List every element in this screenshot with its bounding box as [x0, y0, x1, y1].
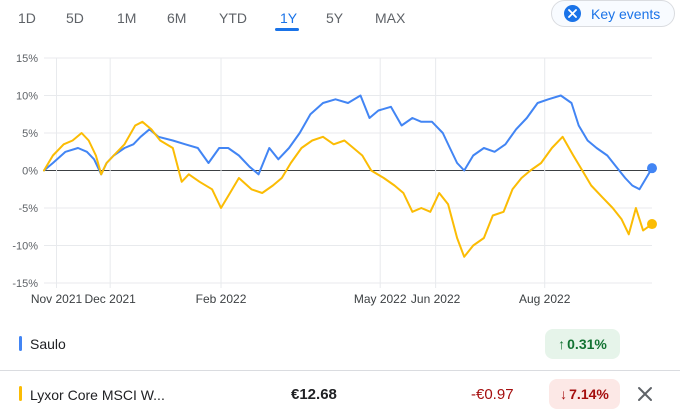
x-tick-label: Jun 2022 — [411, 292, 461, 306]
key-events-button[interactable]: Key events — [551, 0, 675, 27]
range-tab-6m[interactable]: 6M — [167, 10, 187, 26]
x-tick-label: Feb 2022 — [196, 292, 247, 306]
series-endpoint-saulo — [647, 163, 657, 174]
y-tick-label: -5% — [18, 203, 38, 215]
current-price: €12.68 — [291, 386, 337, 403]
y-tick-label: 10% — [16, 91, 38, 103]
y-tick-label: 5% — [22, 128, 38, 140]
y-tick-label: 0% — [22, 166, 38, 178]
comparison-line-chart[interactable]: 15% 10% 5% 0% -5% -10% -15% Nov 2021 Dec 2021 Fe… — [0, 45, 680, 315]
legend-row-lyxor[interactable]: Lyxor Core MSCI W... €12.68 -€0.97 ↓ 7.1… — [0, 370, 680, 410]
y-tick-label: 15% — [16, 53, 38, 65]
x-axis-labels: Nov 2021 Dec 2021 Feb 2022 May 2022 Jun 2022… — [31, 292, 571, 306]
series-name: Lyxor Core MSCI W... — [30, 387, 165, 403]
range-tab-1y[interactable]: 1Y — [280, 10, 298, 26]
x-tick-label: Aug 2022 — [519, 292, 571, 306]
time-range-selector: 1D 5D 1M 6M YTD 1Y 5Y MAX — [0, 0, 540, 34]
range-tab-max[interactable]: MAX — [375, 10, 406, 26]
range-tab-5y[interactable]: 5Y — [326, 10, 344, 26]
change-absolute: -€0.97 — [471, 386, 514, 403]
change-percent-badge: ↑ 0.31% — [545, 329, 620, 359]
y-axis-labels: 15% 10% 5% 0% -5% -10% -15% — [12, 53, 38, 290]
series-endpoint-lyxor — [647, 219, 657, 230]
range-tab-5d[interactable]: 5D — [66, 10, 84, 26]
arrow-up-icon: ↑ — [558, 336, 566, 352]
series-line-saulo — [43, 94, 653, 191]
x-tick-label: Dec 2021 — [84, 292, 136, 306]
close-circle-icon — [564, 5, 581, 22]
chart-series — [43, 94, 657, 258]
series-color-swatch-blue — [19, 336, 22, 351]
change-percent-value: 0.31% — [567, 336, 607, 352]
chart-grid — [44, 57, 652, 288]
change-percent-badge: ↓ 7.14% — [549, 379, 620, 409]
series-color-swatch-yellow — [19, 386, 22, 401]
series-line-lyxor — [43, 120, 653, 258]
range-tab-1d[interactable]: 1D — [18, 10, 36, 26]
key-events-label: Key events — [591, 5, 661, 22]
active-tab-underline — [275, 28, 299, 31]
y-tick-label: -10% — [12, 241, 38, 253]
range-tab-ytd[interactable]: YTD — [219, 10, 247, 26]
x-tick-label: May 2022 — [354, 292, 407, 306]
x-tick-label: Nov 2021 — [31, 292, 83, 306]
arrow-down-icon: ↓ — [560, 386, 568, 402]
legend-row-saulo[interactable]: Saulo ↑ 0.31% — [0, 323, 680, 363]
range-tab-1m[interactable]: 1M — [117, 10, 137, 26]
y-tick-label: -15% — [12, 278, 38, 290]
remove-comparison-button[interactable] — [636, 385, 654, 403]
series-name: Saulo — [30, 336, 66, 352]
close-icon — [638, 387, 652, 401]
change-percent-value: 7.14% — [569, 386, 609, 402]
